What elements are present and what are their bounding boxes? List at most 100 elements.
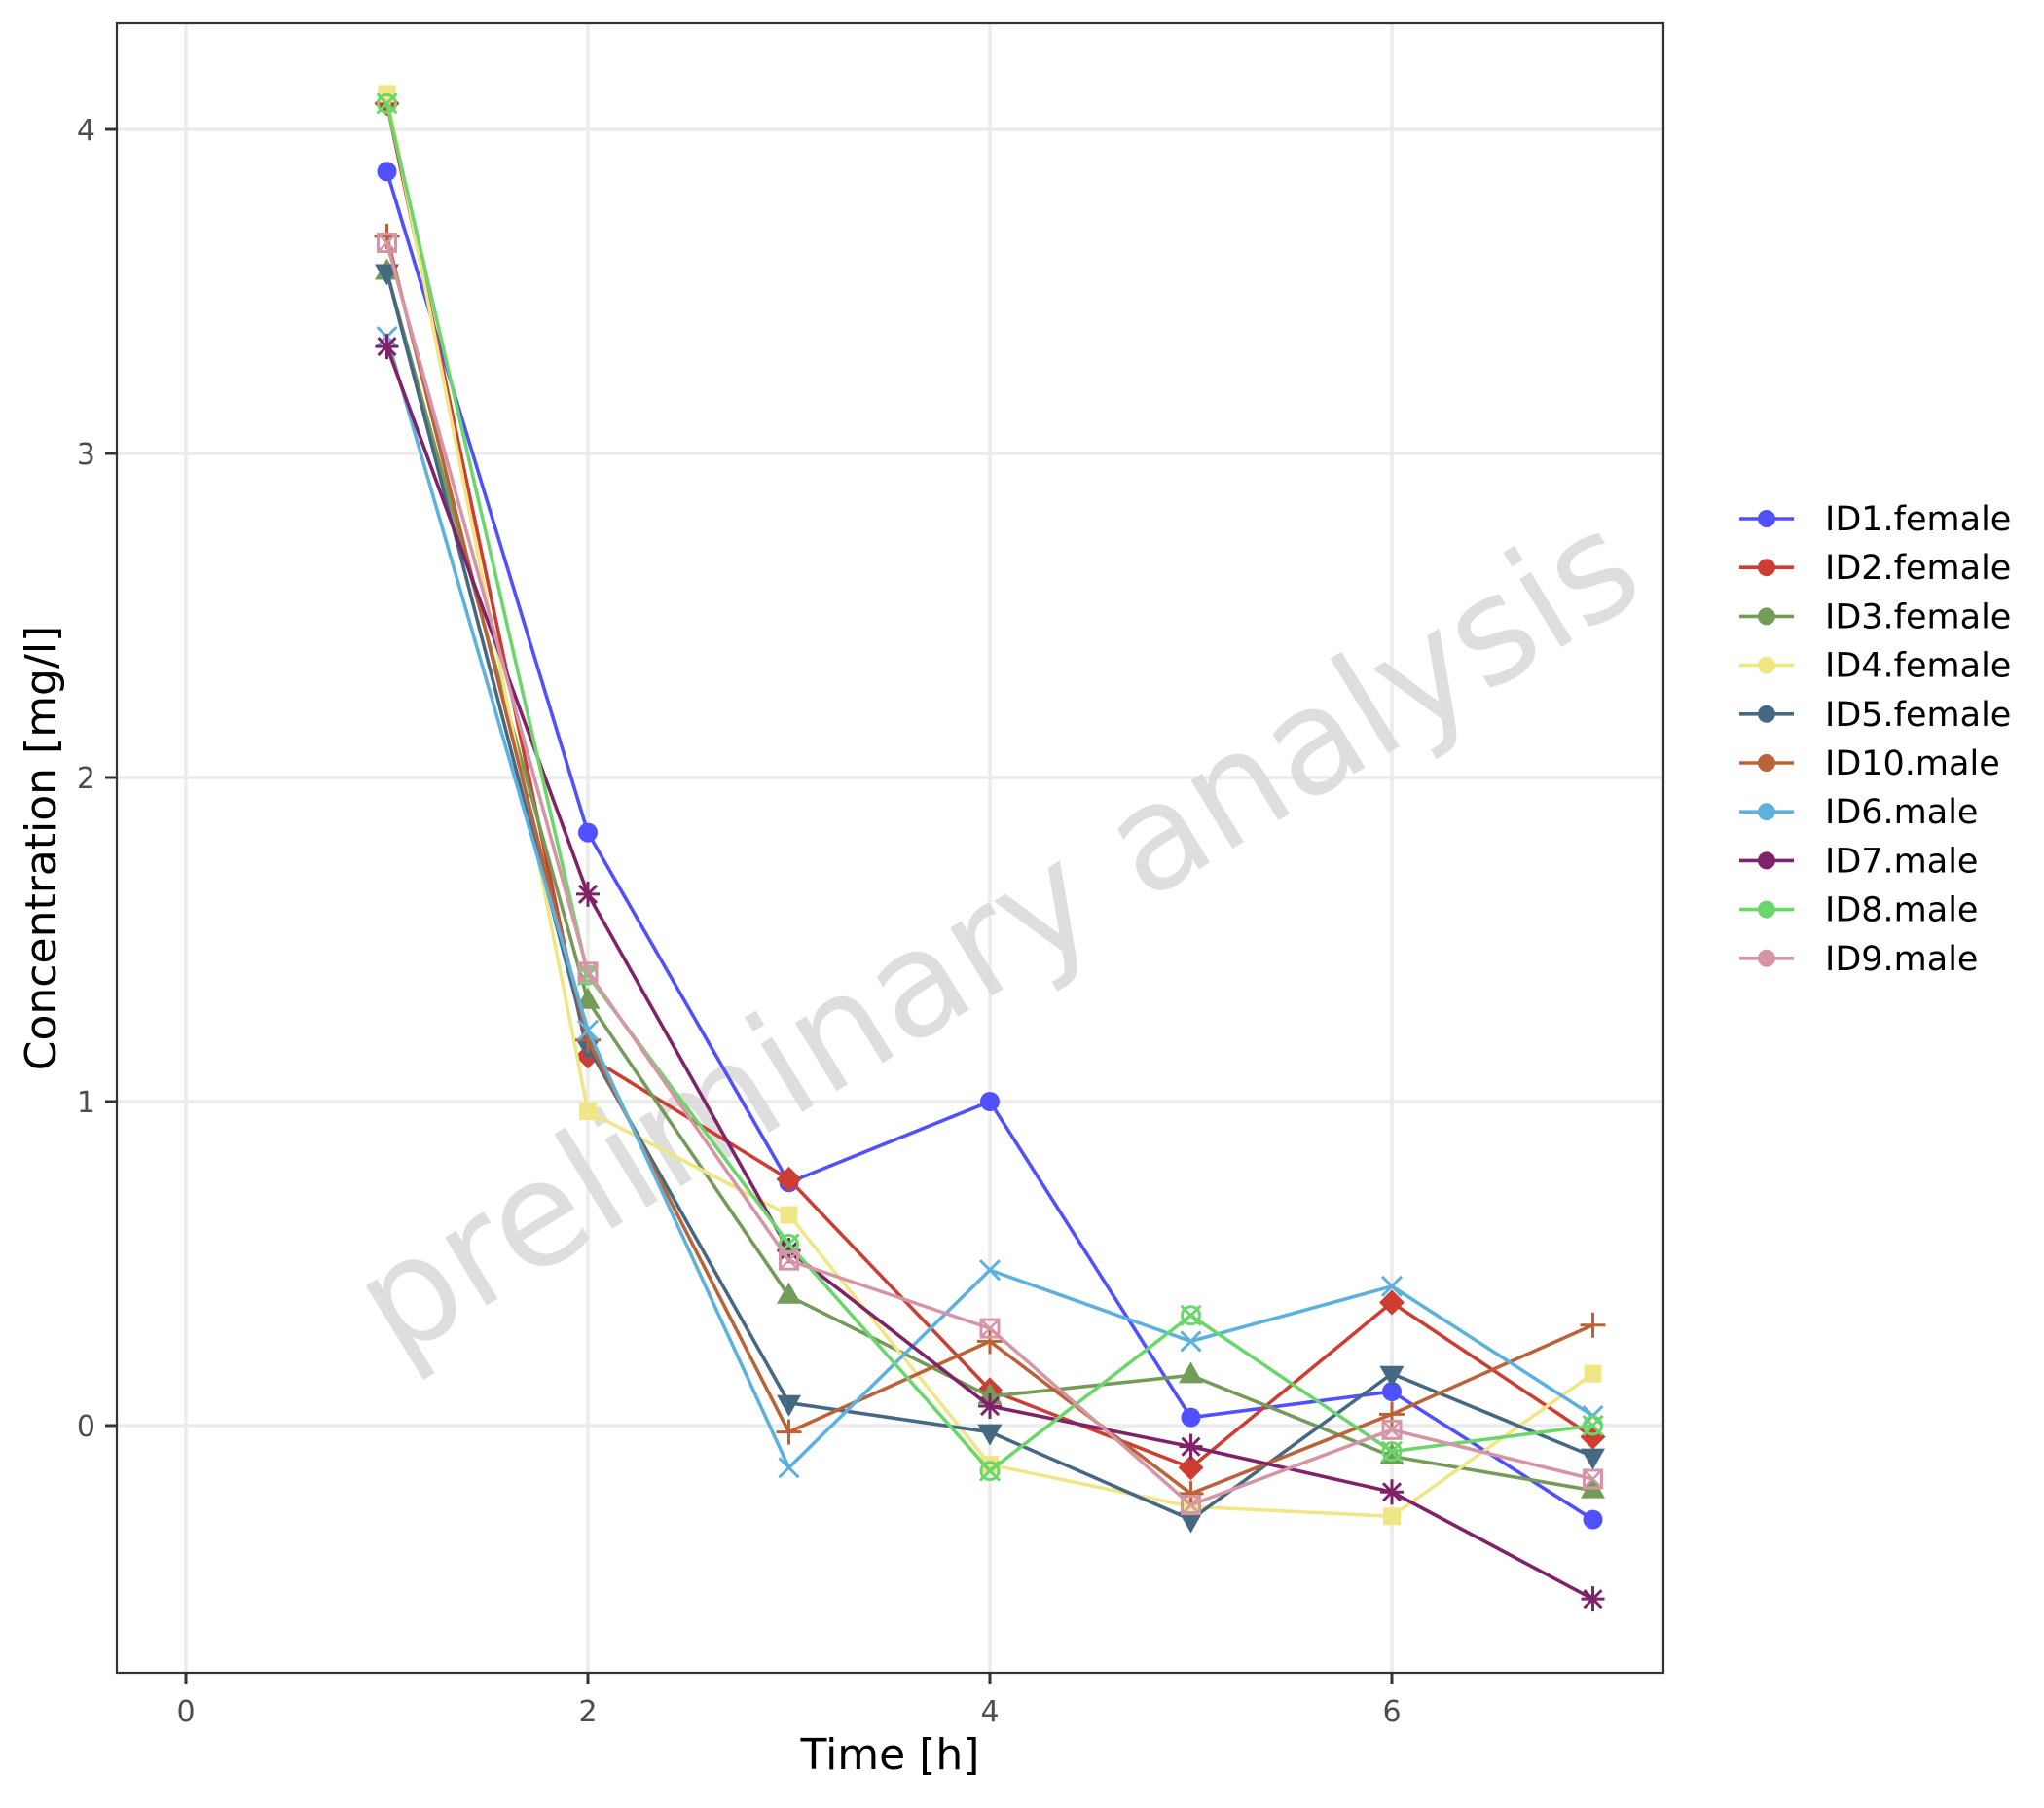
grid-lines <box>117 23 1663 1673</box>
asterisk-marker-icon <box>1581 1586 1605 1612</box>
legend-key-dot-icon <box>1758 900 1775 919</box>
circle-cross-marker-x-icon <box>376 92 398 115</box>
square-marker-icon <box>1584 1364 1602 1383</box>
y-tick-label: 4 <box>77 114 95 148</box>
circle-cross-marker-icon <box>377 92 397 114</box>
legend-label: ID9.male <box>1825 940 1978 979</box>
legend-item: ID6.male <box>1739 793 1978 832</box>
circle-marker-icon <box>1583 1509 1603 1530</box>
square-cross-marker-icon <box>1583 1468 1603 1490</box>
legend-item: ID5.female <box>1739 696 2011 735</box>
square-cross-marker-x-icon <box>1583 1469 1603 1489</box>
square-cross-marker-x-icon <box>377 233 397 253</box>
legend-label: ID3.female <box>1825 597 2011 636</box>
y-tick-label: 0 <box>77 1410 95 1444</box>
y-tick-label: 1 <box>77 1086 95 1120</box>
circle-marker-icon <box>980 1092 1000 1111</box>
square-cross-marker-icon <box>1381 1419 1403 1440</box>
circle-cross-marker-icon <box>1381 1441 1403 1463</box>
asterisk-marker-icon <box>1179 1433 1203 1460</box>
legend-item: ID7.male <box>1739 842 1978 881</box>
y-tick-label: 2 <box>77 762 95 796</box>
circle-cross-marker-x-icon <box>1380 1440 1404 1463</box>
legend: ID1.female ID2.female ID3.female ID4.female… <box>1739 500 2011 979</box>
square-marker-icon <box>1383 1507 1401 1526</box>
panel-frame <box>115 21 1665 1675</box>
circle-cross-marker-x-icon <box>978 1460 1002 1482</box>
legend-item: ID1.female <box>1739 500 2011 539</box>
legend-label: ID10.male <box>1825 744 2000 783</box>
triangle-up-marker-icon <box>777 1282 801 1304</box>
triangle-down-marker-icon <box>777 1394 801 1417</box>
square-marker-icon <box>579 1102 597 1120</box>
circle-marker-icon <box>377 162 397 182</box>
legend-label: ID6.male <box>1825 793 1978 832</box>
series-ID1.female <box>377 162 1603 1530</box>
x-tick-label: 4 <box>980 1695 999 1729</box>
triangle-down-marker-icon <box>1179 1511 1203 1534</box>
legend-key-dot-icon <box>1758 754 1775 772</box>
legend-key-dot-icon <box>1758 949 1775 967</box>
square-cross-marker-x-icon <box>1382 1420 1402 1440</box>
circle-cross-marker-icon <box>1181 1305 1201 1326</box>
legend-key-dot-icon <box>1758 559 1775 577</box>
circle-cross-marker-x-icon <box>1582 1414 1604 1437</box>
legend-label: ID4.female <box>1825 647 2011 686</box>
triangle-down-marker-icon <box>1379 1365 1405 1388</box>
circle-cross-marker-icon <box>979 1461 1001 1482</box>
legend-key-dot-icon <box>1758 705 1775 723</box>
panel-border <box>115 21 1665 1675</box>
asterisk-marker-icon <box>978 1393 1002 1420</box>
asterisk-marker-icon <box>1380 1479 1404 1505</box>
square-marker-icon <box>780 1206 798 1224</box>
legend-key-dot-icon <box>1758 803 1775 821</box>
legend-item: ID10.male <box>1739 744 2000 783</box>
cross-marker-icon <box>978 1259 1002 1282</box>
legend-item: ID3.female <box>1739 597 2011 636</box>
legend-label: ID8.male <box>1825 891 1978 930</box>
diamond-marker-icon <box>1178 1455 1204 1481</box>
y-axis-title: Concentration [mg/l] <box>17 626 66 1070</box>
triangle-up-marker-icon <box>1179 1361 1203 1384</box>
legend-key-dot-icon <box>1758 851 1775 870</box>
circle-marker-icon <box>578 822 598 843</box>
legend-item: ID2.female <box>1739 549 2011 588</box>
square-cross-marker-x-icon <box>980 1319 1000 1338</box>
square-cross-marker-icon <box>377 233 397 254</box>
legend-label: ID7.male <box>1825 842 1978 881</box>
series-ID9.male <box>377 233 1603 1516</box>
square-cross-marker-x-icon <box>578 961 598 982</box>
square-cross-marker-icon <box>577 961 599 983</box>
legend-item: ID8.male <box>1739 891 1978 930</box>
x-tick-label: 2 <box>578 1695 597 1729</box>
square-cross-marker-icon <box>1181 1495 1201 1516</box>
triangle-down-marker-icon <box>1581 1448 1605 1470</box>
data-series <box>374 85 1606 1612</box>
legend-key-dot-icon <box>1758 656 1775 674</box>
plus-marker-icon <box>1580 1312 1606 1338</box>
y-tick-label: 3 <box>77 438 95 472</box>
plus-marker-icon <box>977 1328 1003 1355</box>
square-cross-marker-icon <box>979 1318 1001 1339</box>
asterisk-marker-icon <box>375 334 399 360</box>
x-axis-title: Time [h] <box>800 1730 980 1780</box>
asterisk-marker-icon <box>576 881 600 907</box>
cross-marker-icon <box>778 1457 800 1479</box>
plus-marker-icon <box>1178 1480 1204 1506</box>
legend-label: ID1.female <box>1825 500 2011 539</box>
x-tick-label: 0 <box>176 1695 195 1729</box>
square-cross-marker-x-icon <box>1181 1495 1201 1515</box>
legend-key-dot-icon <box>1758 607 1775 626</box>
x-tick-label: 6 <box>1382 1695 1401 1729</box>
circle-marker-icon <box>1181 1407 1201 1428</box>
diamond-marker-icon <box>1379 1289 1405 1316</box>
legend-label: ID5.female <box>1825 696 2011 735</box>
plus-marker-icon <box>776 1419 802 1445</box>
legend-label: ID2.female <box>1825 549 2011 588</box>
axes: 0 2 4 6 0 1 2 3 4 <box>77 114 1402 1729</box>
cross-marker-icon <box>576 1019 600 1041</box>
legend-key-dot-icon <box>1758 510 1775 527</box>
